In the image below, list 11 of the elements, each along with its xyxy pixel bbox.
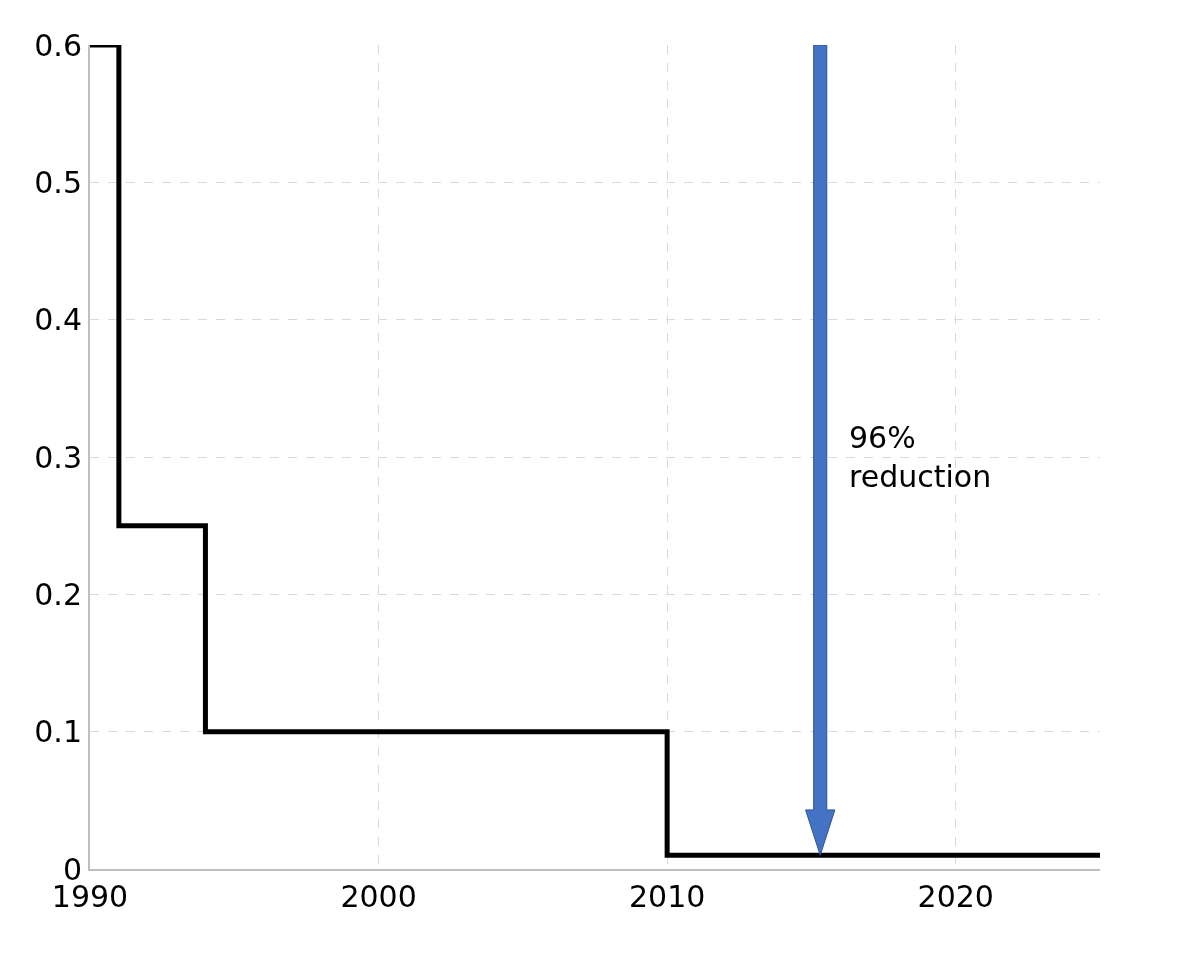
y-tick-label: 0.5 — [34, 164, 82, 200]
x-tick-label: 2010 — [628, 879, 706, 914]
annotation: 96% reduction — [849, 420, 992, 494]
y-tick-label: 0.4 — [34, 302, 82, 338]
x-tick-label: 1990 — [51, 879, 129, 914]
y-tick-label: 0.1 — [34, 714, 82, 750]
y-tick-label: 0.3 — [34, 439, 82, 475]
x-tick-label: 2000 — [340, 879, 417, 914]
y-tick-label: 0.6 — [34, 27, 82, 63]
y-tick-label: 0.2 — [34, 576, 82, 612]
x-tick-label: 2020 — [917, 879, 994, 914]
